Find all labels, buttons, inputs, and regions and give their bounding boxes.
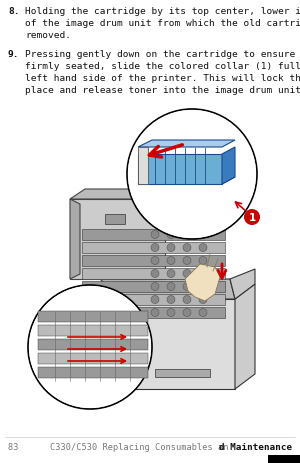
Circle shape [167,283,175,291]
Circle shape [127,110,257,239]
Polygon shape [138,178,235,185]
Text: 8.: 8. [8,7,20,16]
Polygon shape [82,269,225,279]
Polygon shape [185,264,220,301]
Polygon shape [235,284,255,389]
Circle shape [167,244,175,252]
Polygon shape [268,455,300,463]
Circle shape [183,283,191,291]
Circle shape [167,296,175,304]
Circle shape [183,257,191,265]
Text: Holding the cartridge by its top center, lower it into the area
of the image dru: Holding the cartridge by its top center,… [25,7,300,40]
Circle shape [183,231,191,239]
Circle shape [151,270,159,278]
Text: 83      C330/C530 Replacing Consumables an: 83 C330/C530 Replacing Consumables an [8,442,229,451]
Polygon shape [138,155,222,185]
Polygon shape [230,269,255,300]
Circle shape [28,285,152,409]
Circle shape [199,309,207,317]
Polygon shape [38,367,148,378]
Circle shape [183,296,191,304]
Circle shape [199,296,207,304]
Circle shape [151,283,159,291]
Text: 9.: 9. [8,50,20,59]
Polygon shape [82,243,225,253]
Circle shape [199,270,207,278]
Circle shape [167,257,175,265]
Polygon shape [82,282,225,292]
Polygon shape [155,369,210,377]
Text: 1: 1 [248,213,256,223]
Circle shape [199,231,207,239]
Circle shape [151,257,159,265]
Circle shape [151,309,159,317]
Polygon shape [70,200,80,279]
Circle shape [167,309,175,317]
Circle shape [29,287,151,408]
Polygon shape [70,200,165,279]
Polygon shape [82,230,225,240]
Polygon shape [82,294,225,305]
Circle shape [167,231,175,239]
Circle shape [151,244,159,252]
Circle shape [244,210,260,225]
Polygon shape [82,307,225,319]
Circle shape [199,283,207,291]
Polygon shape [82,256,225,266]
Circle shape [183,244,191,252]
Polygon shape [100,279,235,300]
Circle shape [183,270,191,278]
Circle shape [167,270,175,278]
Polygon shape [138,148,148,185]
Polygon shape [38,325,148,336]
Circle shape [199,244,207,252]
Polygon shape [38,311,148,322]
Polygon shape [138,141,235,148]
Text: d Maintenance: d Maintenance [219,442,292,451]
Polygon shape [222,148,235,185]
Circle shape [151,296,159,304]
Polygon shape [38,353,148,364]
Polygon shape [120,300,235,389]
Polygon shape [70,189,175,200]
Circle shape [151,231,159,239]
Circle shape [199,257,207,265]
Circle shape [128,111,256,238]
Text: Pressing gently down on the cartridge to ensure that it is
firmly seated, slide : Pressing gently down on the cartridge to… [25,50,300,95]
Polygon shape [105,214,125,225]
Circle shape [183,309,191,317]
Polygon shape [38,339,148,350]
